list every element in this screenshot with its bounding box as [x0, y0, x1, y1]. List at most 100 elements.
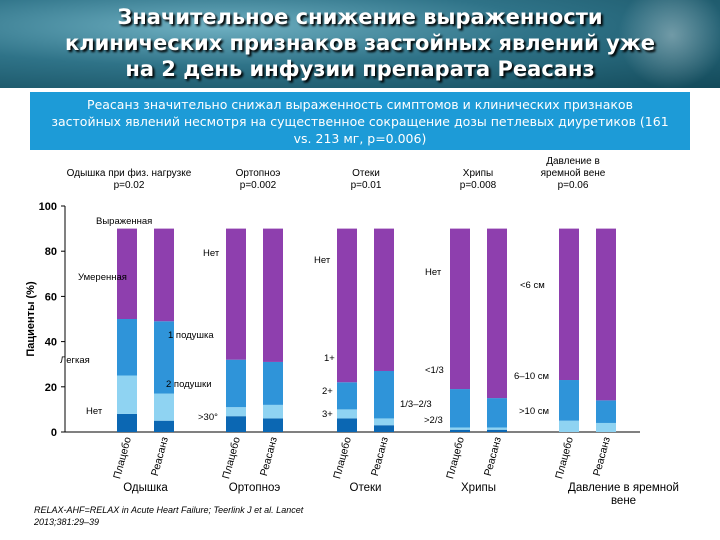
- group-name: Ортопноэ: [229, 482, 281, 494]
- segment-label: 1+: [324, 353, 335, 364]
- bar-label: Реасанз: [482, 436, 504, 478]
- bar-segment-severe: [263, 418, 283, 432]
- segment-label: 2 подушки: [166, 379, 212, 390]
- title-banner: Значительное снижение выраженности клини…: [0, 0, 720, 88]
- p-value-label: Одышка при физ. нагрузке: [67, 167, 192, 179]
- y-tick-label: 60: [45, 291, 57, 303]
- y-tick-label: 100: [39, 201, 57, 213]
- p-value-label: яремной вене: [541, 168, 606, 179]
- bar-segment-none: [117, 228, 137, 319]
- bar-segment-none: [263, 228, 283, 362]
- p-value-label: p=0.01: [351, 180, 382, 191]
- segment-label: 3+: [322, 409, 333, 420]
- segment-label: >30°: [198, 412, 218, 423]
- segment-label: Нет: [86, 406, 103, 417]
- y-tick-label: 20: [45, 382, 57, 394]
- bar-segment-moderate: [337, 409, 357, 419]
- bar-segment-none: [559, 228, 579, 381]
- segment-label: >2/3: [424, 415, 443, 426]
- y-axis-title: Пациенты (%): [25, 281, 37, 357]
- reference-note: RELAX-AHF=RELAX in Acute Heart Failure; …: [34, 504, 364, 528]
- bar-label: Плацебо: [444, 436, 467, 481]
- p-value-label: Отеки: [352, 168, 380, 179]
- bar-segment-moderate: [487, 427, 507, 430]
- bar-segment-none: [450, 228, 470, 390]
- bar-segment-severe: [337, 418, 357, 432]
- banner-decoration: [600, 0, 720, 88]
- bar-segment-moderate: [450, 427, 470, 430]
- bar-segment-none: [596, 228, 616, 401]
- bar-segment-moderate: [226, 407, 246, 417]
- title-line: Значительное снижение выраженности: [117, 5, 603, 29]
- bar-segment-mild: [450, 389, 470, 428]
- p-value-label: p=0.02: [114, 180, 145, 191]
- bar-segment-none: [226, 228, 246, 360]
- bar-segment-moderate: [559, 420, 579, 432]
- bar-segment-mild: [559, 380, 579, 421]
- bar-segment-mild: [337, 382, 357, 410]
- segment-label: Выраженная: [96, 216, 152, 227]
- segment-label: Нет: [203, 248, 220, 259]
- bar-segment-mild: [487, 398, 507, 428]
- segment-label: Умеренная: [78, 272, 127, 283]
- bar-segment-none: [487, 228, 507, 399]
- bar-segment-none: [337, 228, 357, 383]
- y-tick-label: 0: [51, 427, 57, 439]
- p-value-label: p=0.06: [558, 180, 589, 191]
- bar-segment-mild: [263, 361, 283, 405]
- bar-label: Плацебо: [331, 436, 354, 481]
- bar-segment-severe: [226, 416, 246, 432]
- bar-segment-severe: [487, 429, 507, 432]
- segment-label: Нет: [425, 267, 442, 278]
- segment-label: 6–10 см: [514, 371, 549, 382]
- bar-segment-mild: [154, 321, 174, 394]
- bar-segment-mild: [596, 400, 616, 423]
- summary-box: Реасанз значительно снижал выраженность …: [30, 92, 690, 150]
- segment-label: 2+: [322, 386, 333, 397]
- segment-label: >10 см: [519, 406, 549, 417]
- segment-label: Нет: [314, 255, 331, 266]
- y-tick-label: 80: [45, 246, 57, 258]
- group-name: Одышка: [123, 482, 168, 494]
- reference-line: 2013;381:29–39: [34, 517, 100, 527]
- bar-segment-none: [374, 228, 394, 371]
- bar-segment-mild: [117, 319, 137, 376]
- p-value-label: Давление в: [546, 156, 600, 167]
- bar-label: Реасанз: [369, 436, 391, 478]
- bar-segment-moderate: [263, 404, 283, 419]
- bar-segment-moderate: [117, 375, 137, 414]
- bar-segment-none: [154, 228, 174, 322]
- bar-label: Реасанз: [258, 436, 280, 478]
- bar-segment-moderate: [374, 418, 394, 426]
- bar-segment-mild: [226, 359, 246, 408]
- stacked-bar-chart: 0 20 40 60 80 100 Пациенты (%) Плацебо Реасанз Од…: [25, 156, 679, 507]
- bar-label: Плацебо: [220, 436, 243, 481]
- title-line: на 2 день инфузии препарата Реасанз: [125, 57, 595, 81]
- p-value-label: Ортопноэ: [236, 168, 281, 179]
- group-name: Отеки: [350, 482, 382, 494]
- bar-segment-severe: [117, 413, 137, 432]
- summary-line: vs. 213 мг, p=0.006): [293, 131, 427, 146]
- group-name: вене: [611, 495, 636, 507]
- bar-segment-severe: [154, 420, 174, 432]
- slide-title: Значительное снижение выраженности клини…: [20, 4, 700, 82]
- segment-label: <1/3: [425, 365, 444, 376]
- p-value-label: p=0.008: [460, 180, 497, 191]
- group-name: Давление в яремной: [568, 482, 679, 494]
- segment-label: Легкая: [60, 355, 90, 366]
- y-tick-label: 40: [45, 337, 57, 349]
- bar-segment-moderate: [596, 422, 616, 432]
- bar-segment-mild: [374, 370, 394, 419]
- title-line: клинических признаков застойных явлений …: [65, 31, 655, 55]
- summary-line: Реасанз значительно снижал выраженность …: [87, 97, 633, 112]
- bar-segment-severe: [450, 429, 470, 432]
- bar-segment-moderate: [154, 393, 174, 421]
- bar-segment-severe: [374, 425, 394, 432]
- bar-label: Реасанз: [149, 436, 171, 478]
- segment-label: 1/3–2/3: [400, 399, 432, 410]
- group-name: Хрипы: [461, 482, 496, 494]
- bar-label: Плацебо: [553, 436, 576, 481]
- bar-label: Реасанз: [591, 436, 613, 478]
- p-value-label: p=0.002: [240, 180, 277, 191]
- p-value-label: Хрипы: [463, 168, 493, 179]
